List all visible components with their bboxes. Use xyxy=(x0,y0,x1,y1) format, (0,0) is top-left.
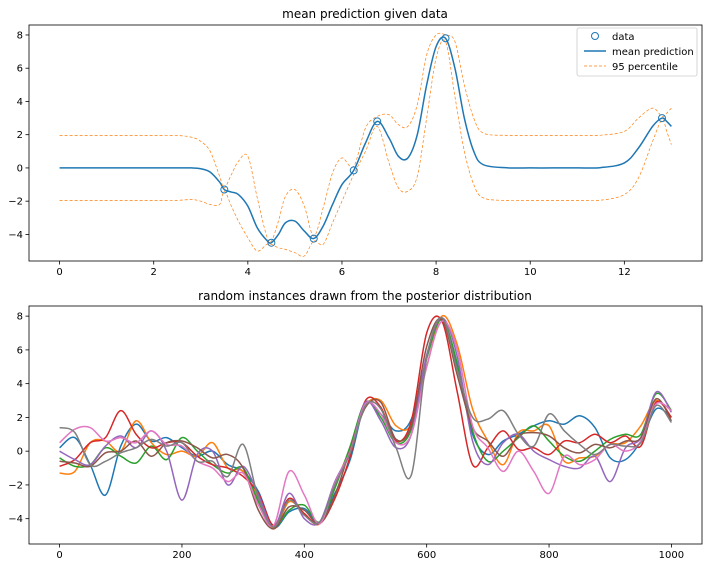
x-tick-label: 10 xyxy=(524,267,537,278)
x-tick-label: 800 xyxy=(539,550,558,561)
y-tick-label: 8 xyxy=(17,312,23,323)
x-tick-label: 0 xyxy=(56,550,62,561)
bottom-chart-x-ticks: 0 200 400 600 800 1000 xyxy=(56,544,684,561)
data-point xyxy=(267,238,276,247)
posterior-sample-line xyxy=(59,317,673,530)
x-tick-label: 6 xyxy=(339,267,345,278)
y-tick-label: 6 xyxy=(17,345,23,356)
data-point xyxy=(373,117,382,126)
data-point xyxy=(220,185,229,194)
top-chart: mean prediction given data 0 2 4 6 8 10 12 −4−… xyxy=(8,7,703,278)
legend-box xyxy=(576,27,698,77)
y-tick-label: −4 xyxy=(8,230,23,241)
posterior-sample-line xyxy=(59,317,673,528)
x-tick-label: 200 xyxy=(172,550,191,561)
data-point xyxy=(309,234,318,243)
legend-label-percentile: 95 percentile xyxy=(612,62,678,73)
bottom-chart-y-ticks: −4 −2 0 2 4 6 8 xyxy=(8,312,29,525)
x-tick-label: 1000 xyxy=(659,550,684,561)
posterior-sample-line xyxy=(59,320,672,528)
y-tick-label: −2 xyxy=(8,480,23,491)
mean-prediction-line xyxy=(59,36,672,244)
x-tick-label: 400 xyxy=(295,550,314,561)
x-tick-label: 0 xyxy=(56,267,62,278)
data-point xyxy=(441,34,450,43)
percentile-line xyxy=(59,32,672,243)
top-chart-y-ticks: −4 −2 0 2 4 6 8 xyxy=(8,30,29,241)
bottom-chart: random instances drawn from the posterio… xyxy=(8,289,703,561)
legend-marker-data xyxy=(591,32,599,40)
y-tick-label: −2 xyxy=(8,197,23,208)
x-tick-label: 600 xyxy=(417,550,436,561)
bottom-chart-title: random instances drawn from the posterio… xyxy=(198,289,532,303)
y-tick-label: 8 xyxy=(17,30,23,41)
percentile-line xyxy=(59,39,672,257)
y-tick-label: 0 xyxy=(17,447,23,458)
x-tick-label: 12 xyxy=(618,267,631,278)
legend-label-data: data xyxy=(612,32,635,43)
top-chart-plot-area xyxy=(59,32,672,257)
data-point xyxy=(349,166,358,175)
bottom-chart-plot-area xyxy=(59,314,673,530)
x-tick-label: 2 xyxy=(151,267,157,278)
y-tick-label: 0 xyxy=(17,163,23,174)
top-chart-frame xyxy=(28,24,703,262)
top-chart-legend: data mean prediction 95 percentile xyxy=(576,27,698,77)
y-tick-label: 4 xyxy=(17,379,23,390)
y-tick-label: 6 xyxy=(17,64,23,75)
y-tick-label: 2 xyxy=(17,413,23,424)
y-tick-label: 2 xyxy=(17,130,23,141)
top-chart-title: mean prediction given data xyxy=(282,7,448,21)
top-chart-x-ticks: 0 2 4 6 8 10 12 xyxy=(56,261,631,278)
y-tick-label: −4 xyxy=(8,514,23,525)
x-tick-label: 8 xyxy=(433,267,439,278)
data-point xyxy=(657,114,666,123)
x-tick-label: 4 xyxy=(245,267,251,278)
legend-label-mean: mean prediction xyxy=(612,47,694,58)
y-tick-label: 4 xyxy=(17,97,23,108)
bottom-chart-frame xyxy=(28,305,703,545)
